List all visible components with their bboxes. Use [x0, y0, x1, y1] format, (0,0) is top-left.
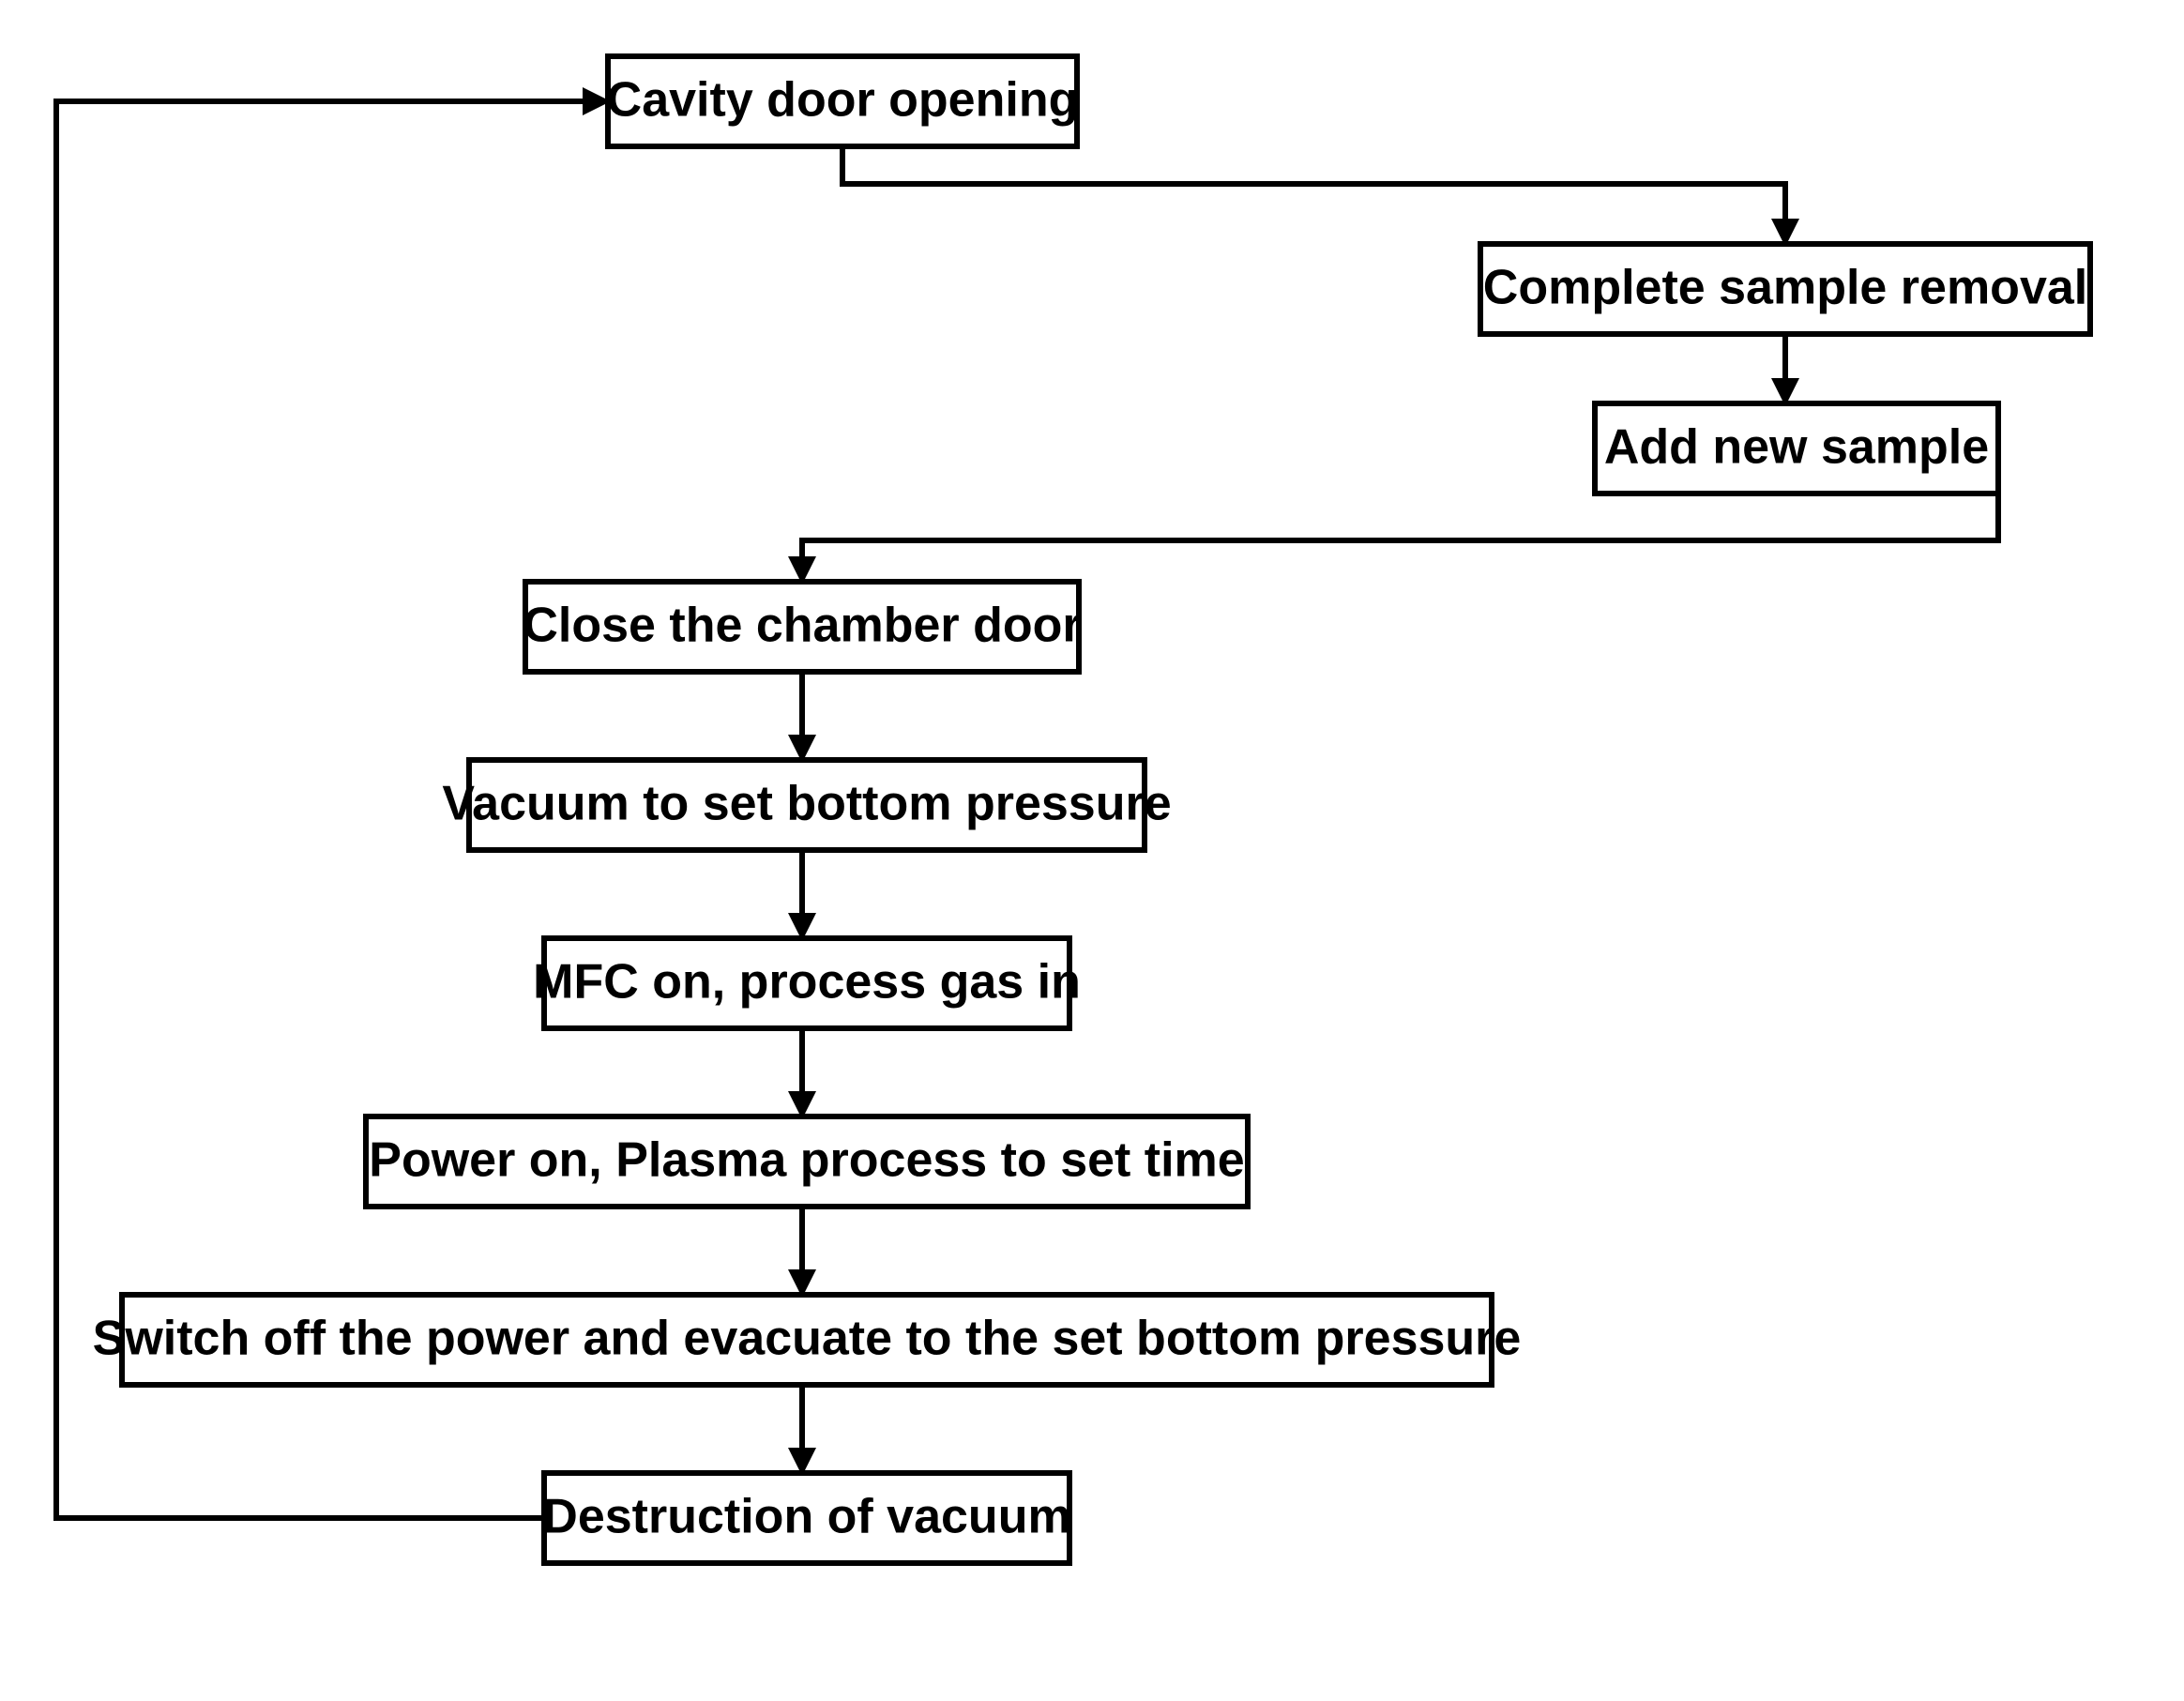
node-n1: Cavity door opening — [607, 56, 1079, 146]
node-n9: Destruction of vacuum — [542, 1473, 1070, 1563]
node-label-n4: Close the chamber door — [523, 599, 1081, 653]
edge-e3 — [802, 494, 1998, 582]
node-n8: Switch off the power and evacuate to the… — [93, 1295, 1522, 1385]
node-n4: Close the chamber door — [523, 582, 1081, 672]
node-label-n5: Vacuum to set bottom pressure — [442, 777, 1171, 831]
node-n3: Add new sample — [1595, 403, 1998, 494]
node-label-n1: Cavity door opening — [607, 73, 1079, 128]
node-label-n6: MFC on, process gas in — [533, 955, 1081, 1010]
node-n7: Power on, Plasma process to set time — [366, 1116, 1248, 1207]
node-n5: Vacuum to set bottom pressure — [442, 760, 1171, 850]
node-n6: MFC on, process gas in — [533, 938, 1081, 1028]
node-label-n8: Switch off the power and evacuate to the… — [93, 1312, 1522, 1366]
flowchart-canvas: Cavity door opening Complete sample remov… — [0, 0, 2184, 1701]
node-label-n7: Power on, Plasma process to set time — [369, 1133, 1244, 1188]
node-label-n3: Add new sample — [1604, 420, 1989, 475]
node-label-n9: Destruction of vacuum — [542, 1490, 1070, 1544]
edge-e1 — [842, 146, 1785, 244]
node-label-n2: Complete sample removal — [1483, 261, 2087, 315]
node-n2: Complete sample removal — [1480, 244, 2090, 334]
